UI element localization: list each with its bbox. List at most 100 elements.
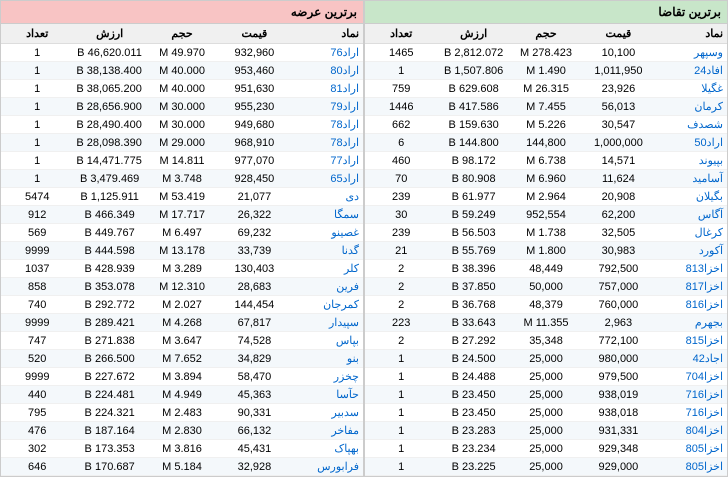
symbol-cell[interactable]: اخزا805	[655, 458, 727, 476]
supply-row[interactable]: چخزر58,4703.894 M227.672 B9999	[1, 368, 363, 386]
demand-row[interactable]: کرغال32,5051.738 M56.503 B239	[365, 224, 727, 242]
demand-row[interactable]: بگیلان20,9082.964 M61.977 B239	[365, 188, 727, 206]
symbol-cell[interactable]: کلر	[291, 260, 363, 278]
supply-row[interactable]: کمرجان144,4542.027 M292.772 B740	[1, 296, 363, 314]
symbol-cell[interactable]: آکورد	[655, 242, 727, 260]
symbol-cell[interactable]: اراد77	[291, 152, 363, 170]
symbol-cell[interactable]: حآسا	[291, 386, 363, 404]
symbol-cell[interactable]: آگاس	[655, 206, 727, 224]
supply-row[interactable]: بپاس74,5283.647 M271.838 B747	[1, 332, 363, 350]
supply-row[interactable]: اراد80953,46040.000 M38,138.400 B1	[1, 62, 363, 80]
symbol-cell[interactable]: اخزا813	[655, 260, 727, 278]
symbol-cell[interactable]: بپیوند	[655, 152, 727, 170]
symbol-cell[interactable]: اراد50	[655, 134, 727, 152]
col-price[interactable]: قیمت	[582, 24, 654, 44]
symbol-cell[interactable]: کمرجان	[291, 296, 363, 314]
symbol-cell[interactable]: بهپاک	[291, 440, 363, 458]
demand-row[interactable]: اخزا815772,10035,34827.292 B2	[365, 332, 727, 350]
demand-row[interactable]: اخزا805929,00025,00023.225 B1	[365, 458, 727, 476]
supply-row[interactable]: اراد81951,63040.000 M38,065.200 B1	[1, 80, 363, 98]
symbol-cell[interactable]: سدبیر	[291, 404, 363, 422]
supply-row[interactable]: فرین28,68312.310 M353.078 B858	[1, 278, 363, 296]
symbol-cell[interactable]: اخزا816	[655, 296, 727, 314]
col-value[interactable]: ارزش	[437, 24, 509, 44]
col-count[interactable]: تعداد	[1, 24, 73, 44]
col-volume[interactable]: حجم	[510, 24, 582, 44]
supply-row[interactable]: گدنا33,73913.178 M444.598 B9999	[1, 242, 363, 260]
symbol-cell[interactable]: اجاد42	[655, 350, 727, 368]
supply-row[interactable]: فرابورس32,9285.184 M170.687 B646	[1, 458, 363, 476]
demand-row[interactable]: اخزا716938,01825,00023.450 B1	[365, 404, 727, 422]
symbol-cell[interactable]: سپیدار	[291, 314, 363, 332]
supply-row[interactable]: اراد77977,07014.811 M14,471.775 B1	[1, 152, 363, 170]
supply-row[interactable]: بنو34,8297.652 M266.500 B520	[1, 350, 363, 368]
supply-row[interactable]: کلر130,4033.289 M428.939 B1037	[1, 260, 363, 278]
supply-row[interactable]: حآسا45,3634.949 M224.481 B440	[1, 386, 363, 404]
demand-row[interactable]: شصدف30,5475.226 M159.630 B662	[365, 116, 727, 134]
col-symbol[interactable]: نماد	[655, 24, 727, 44]
supply-row[interactable]: دی21,07753.419 M1,125.911 B5474	[1, 188, 363, 206]
symbol-cell[interactable]: اخزا817	[655, 278, 727, 296]
supply-row[interactable]: سمگا26,32217.717 M466.349 B912	[1, 206, 363, 224]
supply-row[interactable]: مفاخر66,1322.830 M187.164 B476	[1, 422, 363, 440]
symbol-cell[interactable]: اخزا805	[655, 440, 727, 458]
col-value[interactable]: ارزش	[73, 24, 145, 44]
demand-row[interactable]: کرمان56,0137.455 M417.586 B1446	[365, 98, 727, 116]
symbol-cell[interactable]: بجهرم	[655, 314, 727, 332]
supply-row[interactable]: اراد78949,68030.000 M28,490.400 B1	[1, 116, 363, 134]
demand-row[interactable]: بجهرم2,96311.355 M33.643 B223	[365, 314, 727, 332]
demand-row[interactable]: اخزا817757,00050,00037.850 B2	[365, 278, 727, 296]
demand-row[interactable]: اخزا704979,50025,00024.488 B1	[365, 368, 727, 386]
supply-row[interactable]: اراد78968,91029.000 M28,098.390 B1	[1, 134, 363, 152]
symbol-cell[interactable]: چخزر	[291, 368, 363, 386]
symbol-cell[interactable]: اخزا815	[655, 332, 727, 350]
col-symbol[interactable]: نماد	[291, 24, 363, 44]
supply-row[interactable]: غصینو69,2326.497 M449.767 B569	[1, 224, 363, 242]
symbol-cell[interactable]: اراد65	[291, 170, 363, 188]
demand-row[interactable]: اراد501,000,000144,800144.800 B6	[365, 134, 727, 152]
symbol-cell[interactable]: وسپهر	[655, 44, 727, 62]
symbol-cell[interactable]: غصینو	[291, 224, 363, 242]
col-count[interactable]: تعداد	[365, 24, 437, 44]
symbol-cell[interactable]: اراد80	[291, 62, 363, 80]
symbol-cell[interactable]: اخزا704	[655, 368, 727, 386]
demand-row[interactable]: اخزا813792,50048,44938.396 B2	[365, 260, 727, 278]
symbol-cell[interactable]: اخزا716	[655, 386, 727, 404]
supply-row[interactable]: اراد79955,23030.000 M28,656.900 B1	[1, 98, 363, 116]
demand-row[interactable]: آگاس62,200952,55459.249 B30	[365, 206, 727, 224]
symbol-cell[interactable]: دی	[291, 188, 363, 206]
symbol-cell[interactable]: فرین	[291, 278, 363, 296]
symbol-cell[interactable]: کرمان	[655, 98, 727, 116]
symbol-cell[interactable]: گدنا	[291, 242, 363, 260]
supply-row[interactable]: بهپاک45,4313.816 M173.353 B302	[1, 440, 363, 458]
demand-row[interactable]: اخزا816760,00048,37936.768 B2	[365, 296, 727, 314]
symbol-cell[interactable]: اراد76	[291, 44, 363, 62]
supply-row[interactable]: اراد76932,96049.970 M46,620.011 B1	[1, 44, 363, 62]
demand-row[interactable]: افاد241,011,9501.490 M1,507.806 B1	[365, 62, 727, 80]
symbol-cell[interactable]: مفاخر	[291, 422, 363, 440]
symbol-cell[interactable]: اراد81	[291, 80, 363, 98]
supply-row[interactable]: اراد65928,4503.748 M3,479.469 B1	[1, 170, 363, 188]
demand-row[interactable]: آکورد30,9831.800 M55.769 B21	[365, 242, 727, 260]
demand-row[interactable]: غگیلا23,92626.315 M629.608 B759	[365, 80, 727, 98]
symbol-cell[interactable]: فرابورس	[291, 458, 363, 476]
symbol-cell[interactable]: غگیلا	[655, 80, 727, 98]
symbol-cell[interactable]: بنو	[291, 350, 363, 368]
demand-row[interactable]: وسپهر10,100278.423 M2,812.072 B1465	[365, 44, 727, 62]
symbol-cell[interactable]: اراد78	[291, 116, 363, 134]
symbol-cell[interactable]: اراد79	[291, 98, 363, 116]
supply-row[interactable]: سپیدار67,8174.268 M289.421 B9999	[1, 314, 363, 332]
demand-row[interactable]: اجاد42980,00025,00024.500 B1	[365, 350, 727, 368]
symbol-cell[interactable]: سمگا	[291, 206, 363, 224]
symbol-cell[interactable]: کرغال	[655, 224, 727, 242]
symbol-cell[interactable]: اراد78	[291, 134, 363, 152]
demand-row[interactable]: بپیوند14,5716.738 M98.172 B460	[365, 152, 727, 170]
symbol-cell[interactable]: اخزا804	[655, 422, 727, 440]
col-price[interactable]: قیمت	[218, 24, 290, 44]
symbol-cell[interactable]: اخزا716	[655, 404, 727, 422]
supply-row[interactable]: سدبیر90,3312.483 M224.321 B795	[1, 404, 363, 422]
demand-row[interactable]: آسامید11,6246.960 M80.908 B70	[365, 170, 727, 188]
demand-row[interactable]: اخزا716938,01925,00023.450 B1	[365, 386, 727, 404]
symbol-cell[interactable]: بپاس	[291, 332, 363, 350]
symbol-cell[interactable]: افاد24	[655, 62, 727, 80]
